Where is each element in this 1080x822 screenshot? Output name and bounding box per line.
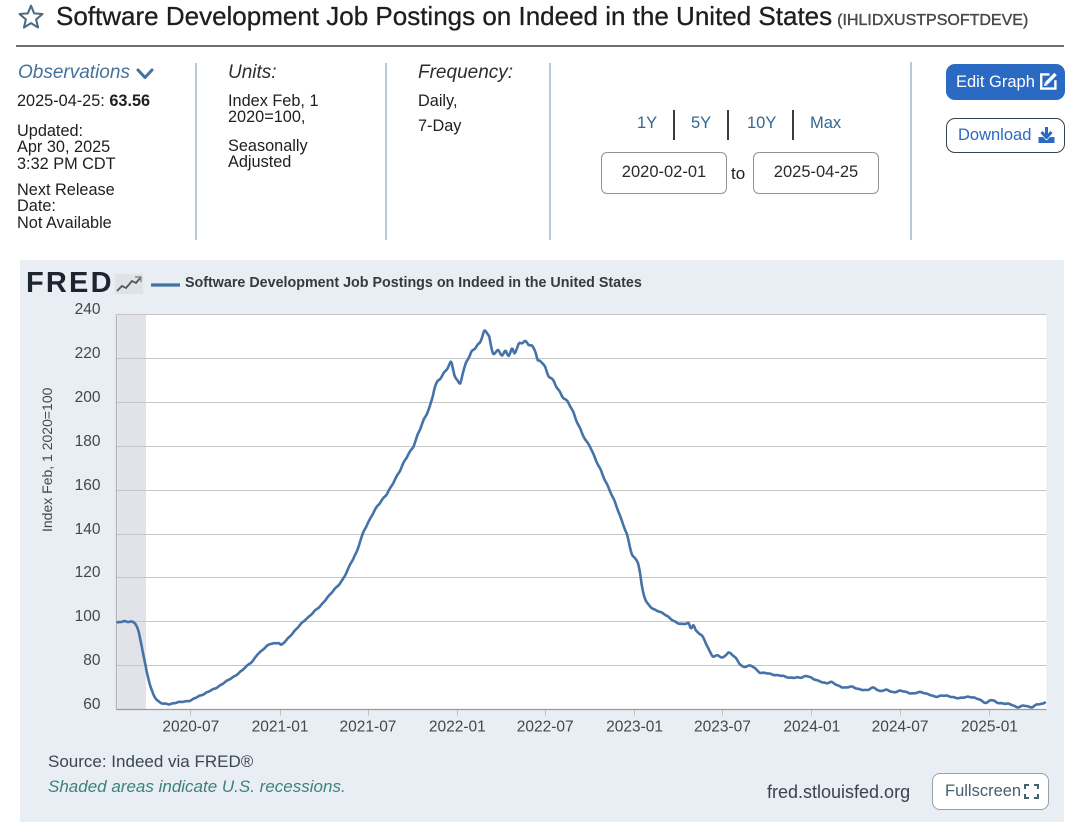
svg-text:2020-07: 2020-07 [162, 719, 219, 736]
svg-text:2021-01: 2021-01 [252, 719, 309, 736]
svg-text:2024-07: 2024-07 [872, 719, 929, 736]
svg-text:140: 140 [75, 521, 101, 538]
svg-text:100: 100 [75, 608, 101, 625]
svg-text:Index Feb, 1 2020=100: Index Feb, 1 2020=100 [39, 387, 55, 532]
svg-text:80: 80 [83, 652, 101, 669]
svg-text:120: 120 [75, 564, 101, 581]
svg-text:240: 240 [75, 301, 101, 318]
svg-text:2025-01: 2025-01 [961, 719, 1018, 736]
svg-text:2023-07: 2023-07 [694, 719, 751, 736]
svg-text:2022-01: 2022-01 [429, 719, 486, 736]
svg-text:180: 180 [75, 433, 101, 450]
svg-text:220: 220 [75, 345, 101, 362]
svg-text:200: 200 [75, 389, 101, 406]
svg-text:2021-07: 2021-07 [340, 719, 397, 736]
svg-text:2024-01: 2024-01 [783, 719, 840, 736]
svg-text:2022-07: 2022-07 [517, 719, 574, 736]
svg-text:160: 160 [75, 477, 101, 494]
svg-text:2023-01: 2023-01 [606, 719, 663, 736]
svg-text:60: 60 [83, 696, 101, 713]
